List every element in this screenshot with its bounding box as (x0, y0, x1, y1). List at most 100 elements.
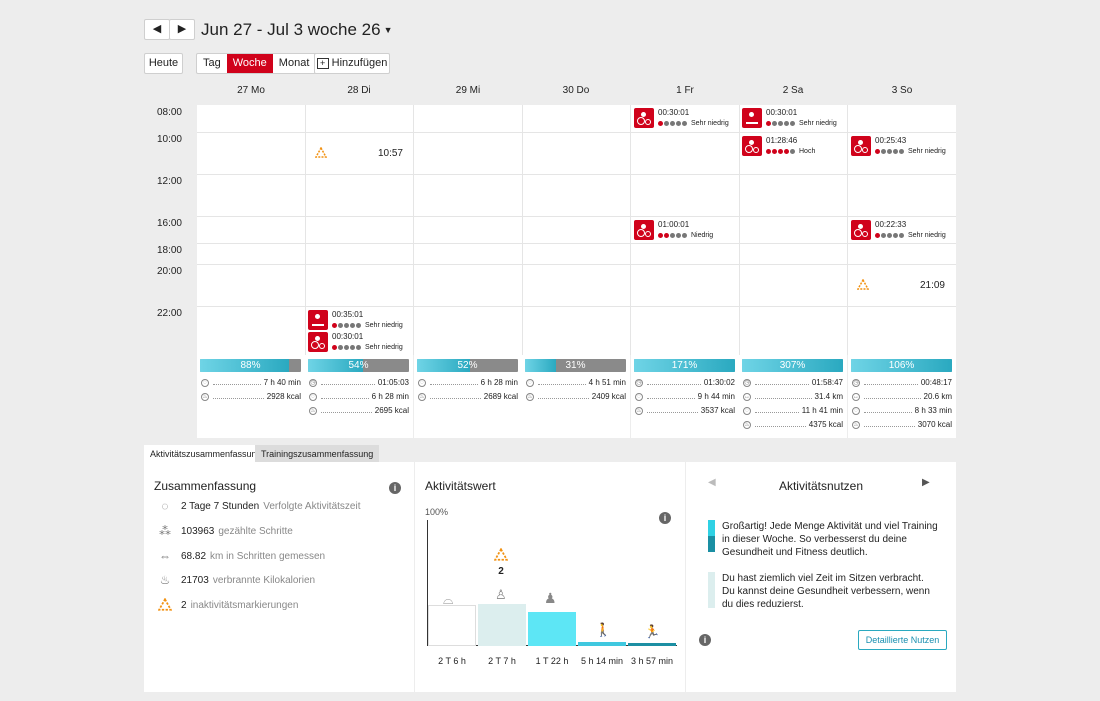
dotted-leader (538, 380, 586, 385)
marker-count: 2 (498, 566, 504, 577)
next-benefit-arrow-icon[interactable]: ▶ (922, 477, 930, 488)
benefit-color-stripe (708, 520, 715, 552)
inactivity-marker-count: 2 (489, 547, 513, 577)
previous-week-button[interactable]: ◀ (144, 19, 170, 40)
calories-flame-icon: ♨ (309, 406, 317, 415)
dotted-leader (647, 408, 698, 413)
time-label: 10:00 (156, 134, 182, 145)
activity-value-bar[interactable] (478, 603, 526, 646)
day-summary[interactable]: 54% ◷ 01:05:03 ◌ 6 h 28 min ♨ 2695 kcal (305, 355, 413, 438)
day-summary-value: 20.6 km (923, 392, 952, 401)
summary-label: inaktivitätsmarkierungen (190, 599, 299, 611)
strength-training-icon (742, 108, 762, 128)
view-month-button[interactable]: Monat (278, 57, 310, 69)
duration-icon: ◷ (852, 378, 860, 387)
activity-goal-bar: 106% (851, 359, 952, 372)
training-event[interactable]: 00:22:33 Sehr niedrig (851, 220, 946, 242)
day-summary[interactable]: 171% ◷ 01:30:02 ◌ 9 h 44 min ♨ 3537 kcal (631, 355, 739, 438)
activity-benefit-title: Aktivitätsnutzen (778, 479, 864, 493)
lying-icon: ⌓ (443, 592, 454, 607)
training-event[interactable]: 00:30:01 Sehr niedrig (634, 108, 729, 130)
day-summary-row: ◌ 4 h 51 min (526, 376, 626, 389)
previous-benefit-arrow-icon[interactable]: ◀ (708, 477, 716, 488)
calories-flame-icon: ♨ (159, 573, 171, 587)
cycling-icon (308, 332, 328, 352)
activity-goal-fill (308, 359, 363, 372)
calories-flame-icon: ♨ (418, 392, 426, 401)
day-summary[interactable]: 307% ◷ 01:58:47 ↔ 31.4 km ◌ 11 h 41 min ♨ 4375 k… (739, 355, 847, 438)
view-day-button[interactable]: Tag (203, 57, 221, 69)
activity-value-bar[interactable] (628, 643, 676, 646)
activity-time-icon: ◌ (635, 392, 643, 401)
day-summary-row: ◷ 01:58:47 (743, 376, 843, 389)
detailed-benefits-button[interactable]: Detaillierte Nutzen (858, 630, 947, 650)
day-summary-value: 01:05:03 (377, 378, 409, 387)
activity-value-bar-label: 1 T 22 h (535, 656, 569, 666)
activity-time-icon: ◌ (201, 378, 209, 387)
training-event[interactable]: 01:00:01 Niedrig (634, 220, 713, 242)
activity-goal-fill (634, 359, 735, 372)
week-calendar-grid[interactable]: 00:30:01 Sehr niedrig 00:30:01 Sehr nied… (197, 105, 956, 355)
training-event[interactable]: 00:25:43 Sehr niedrig (851, 136, 946, 158)
activity-goal-bar: 88% (200, 359, 301, 372)
event-intensity: Sehr niedrig (908, 232, 946, 239)
training-event[interactable]: 00:30:01 Sehr niedrig (742, 108, 837, 130)
activity-time-icon: ◌ (161, 499, 169, 513)
day-summary-row: ↔ 31.4 km (743, 390, 843, 403)
day-summary-value: 31.4 km (814, 392, 843, 401)
event-intensity: Sehr niedrig (908, 148, 946, 155)
activity-goal-percent: 31% (565, 360, 586, 371)
cycling-icon (634, 220, 654, 240)
summary-row: ⁂ 103963 gezählte Schritte (157, 523, 293, 539)
activity-value-bar[interactable] (528, 612, 576, 646)
training-event[interactable]: 00:35:01 Sehr niedrig (308, 310, 403, 332)
day-summary[interactable]: 106% ◷ 00:48:17 ↔ 20.6 km ◌ 8 h 33 min ♨ 3070 kc… (848, 355, 956, 438)
day-summary-value: 2409 kcal (591, 392, 626, 401)
event-duration: 00:22:33 (875, 220, 907, 229)
activity-goal-bar: 307% (742, 359, 843, 372)
walking-icon: 🚶 (595, 622, 612, 637)
activity-goal-percent: 88% (240, 360, 261, 371)
activity-goal-fill (742, 359, 843, 372)
dotted-leader (864, 408, 912, 413)
day-summary-row: ◌ 6 h 28 min (309, 390, 409, 403)
inactivity-time: 10:57 (377, 148, 403, 159)
day-summary-row: ♨ 2689 kcal (418, 390, 518, 403)
day-summary-value: 00:48:17 (920, 378, 952, 387)
date-range-dropdown[interactable]: Jun 27 - Jul 3 woche 26 ▼ (201, 20, 392, 40)
tab-activity-summary[interactable]: Aktivitätszusammenfassung (144, 445, 268, 463)
day-summary-row: ♨ 2928 kcal (201, 390, 301, 403)
date-range-label: Jun 27 - Jul 3 woche 26 (201, 20, 381, 39)
tab-training-summary[interactable]: Trainingszusammenfassung (255, 445, 380, 463)
time-label: 08:00 (156, 107, 182, 118)
info-icon[interactable]: i (389, 482, 401, 494)
event-duration: 00:30:01 (332, 332, 364, 341)
benefit-text: Du hast ziemlich viel Zeit im Sitzen ver… (722, 573, 930, 610)
day-summary-value: 2928 kcal (266, 392, 301, 401)
day-summary-value: 7 h 40 min (263, 378, 301, 387)
activity-goal-bar: 54% (308, 359, 409, 372)
view-week-button[interactable]: Woche (226, 54, 273, 73)
activity-goal-fill (417, 359, 470, 372)
summary-label: km in Schritten gemessen (210, 550, 326, 562)
info-icon[interactable]: i (699, 634, 711, 646)
dotted-leader (647, 394, 695, 399)
inactivity-marker[interactable]: 21:09 (856, 278, 945, 293)
training-event[interactable]: 01:28:46 Hoch (742, 136, 815, 158)
today-button[interactable]: Heute (144, 53, 183, 74)
summary-value: 68.82 (181, 550, 207, 562)
day-summary[interactable]: 31% ◌ 4 h 51 min ♨ 2409 kcal (522, 355, 630, 438)
training-event[interactable]: 00:30:01 Sehr niedrig (308, 332, 403, 354)
dotted-leader (755, 408, 799, 413)
inactivity-marker[interactable]: 10:57 (314, 146, 403, 161)
inactivity-warning-icon (314, 146, 328, 158)
day-summary[interactable]: 52% ◌ 6 h 28 min ♨ 2689 kcal (414, 355, 522, 438)
add-button[interactable]: + Hinzufügen (314, 53, 390, 74)
time-label: 16:00 (156, 218, 182, 229)
next-week-button[interactable]: ▶ (169, 19, 195, 40)
activity-value-bar[interactable] (428, 604, 476, 646)
day-summary[interactable]: 88% ◌ 7 h 40 min ♨ 2928 kcal (197, 355, 305, 438)
activity-value-bar[interactable] (578, 642, 626, 646)
info-icon[interactable]: i (659, 512, 671, 524)
day-summary-row: ◌ 6 h 28 min (418, 376, 518, 389)
